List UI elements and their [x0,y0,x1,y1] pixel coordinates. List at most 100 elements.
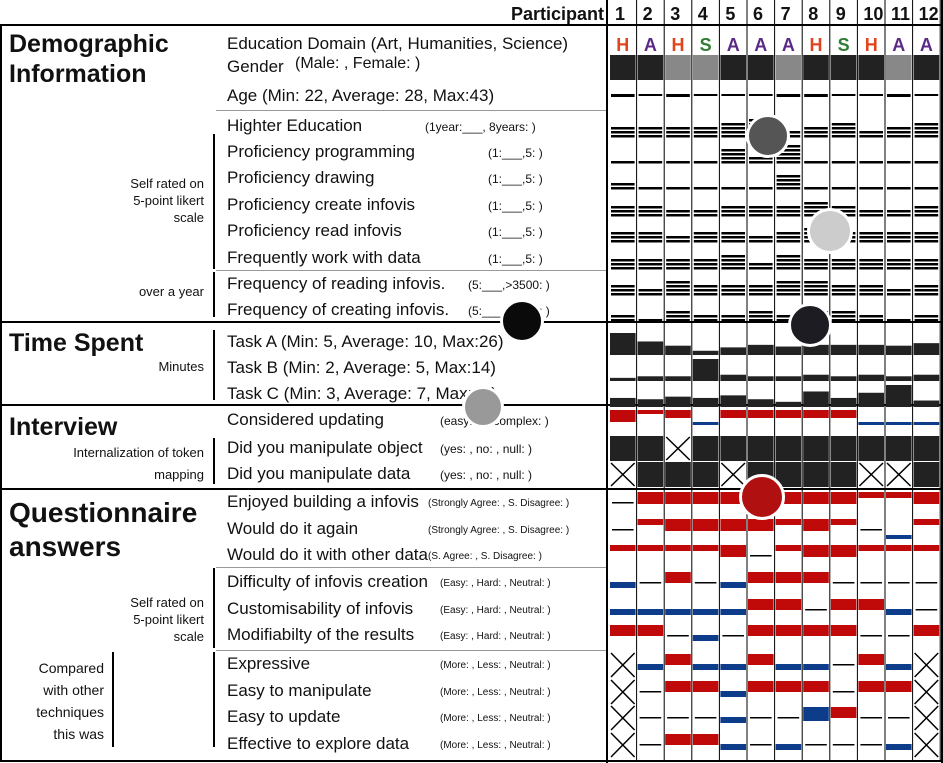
create_freq-line [666,311,690,314]
explore-null-cross [610,732,636,758]
read-line [611,232,635,235]
draw-line [666,187,690,190]
modif-positive [610,625,636,636]
work-line [887,263,911,266]
read-line [721,240,745,243]
read_freq-line [666,285,690,288]
prog-line [859,161,883,164]
custom-negative [886,609,912,615]
difficulty-neutral [832,582,855,584]
bracket-likert-1 [213,134,215,269]
prog-line [776,153,801,156]
taskC-bar [886,385,912,407]
read-line [721,232,745,235]
age-bar [666,94,690,97]
explore-neutral [805,744,827,746]
draw-line [749,187,773,190]
read_freq-line [611,289,635,292]
read_freq-line [721,285,745,288]
prog-line [749,157,773,160]
marker-light-grey [807,208,853,254]
higher_ed-line [638,135,663,138]
read-line [693,232,718,235]
create_freq-line [693,315,718,318]
section-time-spent: Time Spent [9,329,144,357]
again-agree [775,519,802,525]
create-line [638,214,663,217]
taskA-bar [665,345,691,355]
taskB-bar [803,374,829,381]
difficulty-positive [775,572,802,583]
create_freq-line [859,315,883,318]
row-label: Considered updating [227,410,384,429]
row-legend: (1year:___, 8years: ) [425,120,536,134]
create-line [887,214,911,217]
again-agree [830,519,857,525]
again-agree [913,519,940,525]
manip_obj-yes [803,436,829,461]
modif-neutral [722,635,744,637]
manipulate-positive [858,681,884,692]
age-bar [804,94,828,97]
prog-line [776,161,801,164]
difficulty-negative [720,582,746,588]
row-legend: (Strongly Agree: , S. Disagree: ) [428,525,570,536]
section-divider-3 [0,488,943,490]
work-line [638,259,663,262]
participant-number: 10 [863,4,884,24]
bracket-token [213,438,215,484]
work-line [666,267,690,270]
higher_ed-line [804,131,828,134]
other-agree [665,545,691,551]
higher_ed-line [611,135,635,138]
participant-number: 7 [780,4,791,24]
explore-neutral [832,744,855,746]
read-line [666,240,690,243]
taskB-bar [665,376,691,381]
create_freq-line [666,319,690,322]
read_freq-line [693,289,718,292]
modif-neutral [888,635,910,637]
read-line [749,240,773,243]
considered-easy [830,410,857,418]
create_freq-line [638,319,663,322]
explore-positive [692,734,719,745]
age-bar [693,94,718,96]
work-line [859,267,883,270]
draw-line [611,187,635,190]
row-label: Proficiency drawing [227,168,375,187]
higher_ed-line [887,131,911,134]
prog-line [666,161,690,164]
higher_ed-line [914,131,939,134]
section-divider-1 [0,321,943,323]
create-line [914,206,939,209]
row-label: Task A (Min: 5, Average: 10, Max:26) [227,332,504,351]
higher_ed-line [859,135,883,138]
work-line [666,259,690,262]
create-line [776,214,801,217]
modif-positive [775,625,802,636]
age-bar [859,94,883,96]
domain-letter: H [865,35,878,55]
row-legend: (yes: , no: , null: ) [440,442,533,456]
modif-positive [803,625,829,636]
manip_obj-yes [720,436,746,461]
manip_data-yes [665,462,691,487]
row-legend: (1:___,5: ) [488,252,543,266]
taskC-bar [720,395,746,407]
work-line [914,263,939,266]
create_freq-line [914,315,939,318]
taskB-bar [748,376,774,381]
work-line [804,259,828,262]
read_freq-line [638,293,663,296]
row-label: Proficiency read infovis [227,221,402,240]
right-border [941,0,943,763]
work-line [914,259,939,262]
taskB-bar [775,376,802,381]
row-legend: (1:___,5: ) [488,172,543,186]
manipulate-positive [886,681,912,692]
expressive-negative [886,664,912,670]
row-label: Easy to manipulate [227,681,372,700]
taskA-bar [720,347,746,355]
custom-negative [665,609,691,615]
